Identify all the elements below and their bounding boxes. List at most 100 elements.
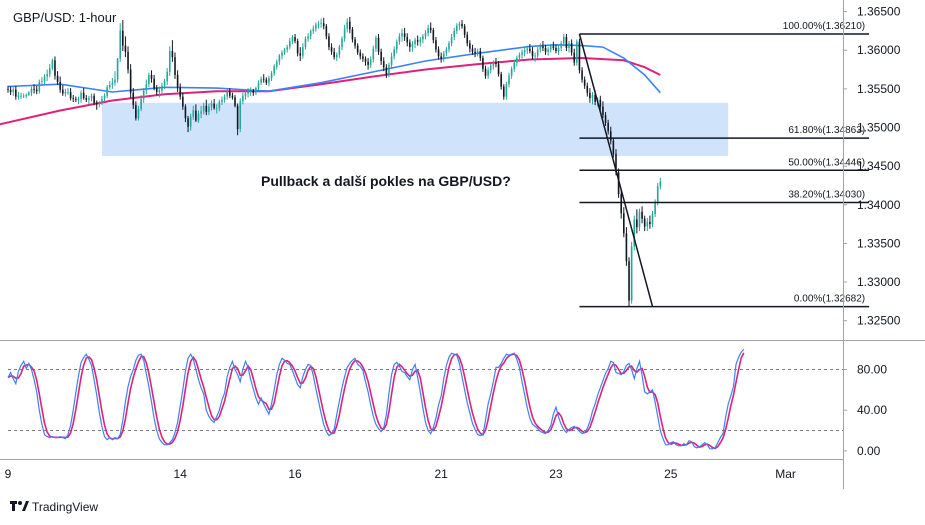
- candle: [127, 46, 129, 74]
- candle: [239, 98, 242, 133]
- candle: [226, 89, 228, 100]
- candle-body: [346, 21, 349, 29]
- candle-body: [654, 202, 656, 215]
- candle: [570, 39, 573, 56]
- candle-body: [148, 74, 150, 85]
- candle: [140, 95, 142, 112]
- price-tick-label: 1.34500: [857, 159, 901, 173]
- candle: [168, 46, 171, 76]
- price-tick-label: 1.32500: [857, 314, 901, 328]
- candle-body: [69, 91, 72, 99]
- candle-body: [257, 82, 260, 89]
- candle-body: [382, 61, 385, 68]
- candle-body: [419, 39, 422, 42]
- candle: [414, 37, 416, 48]
- candle: [435, 37, 437, 53]
- candle-body: [643, 218, 646, 227]
- candle: [12, 86, 15, 96]
- fib-level-label: 38.20%(1.34030): [788, 189, 865, 200]
- time-tick-label: 23: [549, 467, 563, 481]
- candle: [260, 76, 262, 85]
- candle: [542, 40, 544, 51]
- candle: [255, 86, 257, 96]
- candle: [333, 47, 335, 60]
- candle-body: [607, 122, 609, 132]
- candle: [406, 33, 409, 47]
- time-tick-label: 9: [5, 467, 12, 481]
- candle-body: [140, 98, 142, 109]
- candle-body: [12, 89, 15, 92]
- candle: [398, 33, 401, 45]
- candle: [489, 63, 492, 74]
- candle-body: [393, 49, 395, 57]
- candle-body: [236, 105, 239, 130]
- candle-body: [636, 219, 638, 228]
- candle-body: [35, 89, 38, 92]
- candle-body: [28, 92, 30, 96]
- candle-body: [124, 45, 127, 52]
- candle-body: [450, 37, 453, 44]
- candle: [341, 36, 343, 51]
- candle: [221, 96, 223, 106]
- candle: [38, 79, 41, 94]
- candle: [369, 56, 372, 68]
- candle-body: [442, 53, 445, 59]
- candle-body: [617, 172, 620, 194]
- candle: [612, 137, 615, 158]
- candle: [500, 71, 502, 90]
- candle-body: [362, 56, 364, 59]
- candle-body: [215, 108, 218, 109]
- candle-body: [552, 46, 555, 48]
- fibonacci-layer: 100.00%(1.36210) 61.80%(1.34863) 50.00%(1.…: [579, 21, 870, 308]
- candle-body: [187, 118, 189, 127]
- candle: [257, 80, 260, 91]
- candle: [148, 72, 150, 88]
- candle: [48, 64, 51, 78]
- candle: [299, 47, 302, 62]
- candle-body: [448, 43, 450, 50]
- candle-body: [521, 52, 523, 55]
- candle-body: [231, 95, 234, 98]
- candle: [484, 65, 487, 79]
- candle-body: [286, 47, 289, 50]
- time-tick-label: 14: [174, 467, 188, 481]
- candle-body: [497, 64, 500, 75]
- candle: [182, 92, 184, 110]
- candle: [557, 45, 560, 55]
- candle-body: [260, 78, 262, 83]
- stochastic-pane[interactable]: [7, 348, 843, 450]
- candle: [409, 39, 411, 52]
- candle: [317, 20, 320, 29]
- fib-level-label: 61.80%(1.34863): [788, 125, 865, 136]
- candle-body: [197, 113, 200, 121]
- candle-body: [184, 106, 187, 119]
- candle: [155, 85, 158, 96]
- candle: [617, 168, 620, 198]
- candle: [497, 61, 500, 77]
- candle-body: [64, 91, 67, 94]
- candle-body: [252, 91, 255, 93]
- candle-body: [234, 97, 236, 106]
- candle: [28, 91, 30, 96]
- candle-body: [163, 81, 166, 86]
- candle: [64, 88, 67, 97]
- candle: [377, 34, 380, 55]
- candle: [372, 45, 375, 63]
- candle-body: [127, 51, 129, 70]
- candle: [22, 93, 25, 99]
- candle: [137, 105, 140, 121]
- candle: [43, 74, 46, 85]
- candle-body: [119, 30, 122, 59]
- candle-body: [90, 95, 93, 99]
- candle-body: [500, 74, 502, 87]
- candle-body: [20, 95, 22, 97]
- candle-body: [22, 95, 25, 97]
- candle: [458, 21, 461, 31]
- candle-body: [565, 37, 568, 48]
- price-pane[interactable]: 100.00%(1.36210) 61.80%(1.34863) 50.00%(1.…: [0, 10, 870, 308]
- candle-body: [495, 62, 497, 65]
- candle: [641, 206, 643, 224]
- candle-body: [33, 88, 35, 90]
- candle: [492, 60, 495, 70]
- candle: [424, 30, 427, 40]
